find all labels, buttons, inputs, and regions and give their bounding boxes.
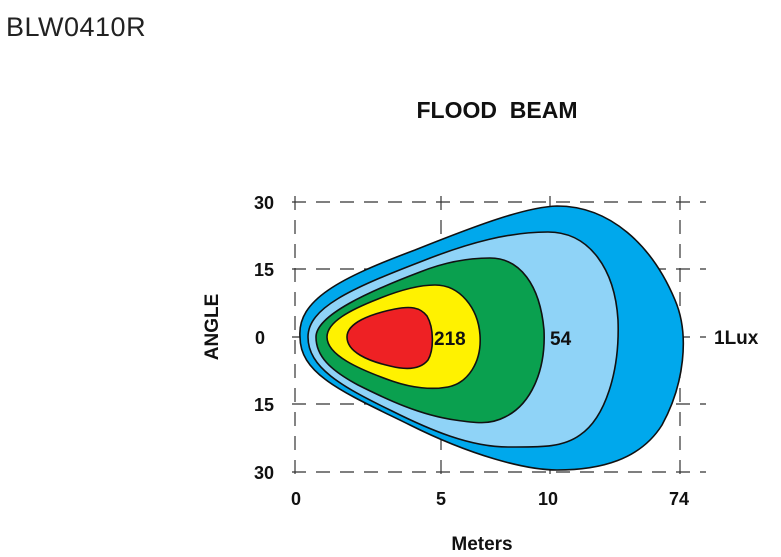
y-tick-0: 0 bbox=[255, 328, 265, 348]
x-tick-74: 74 bbox=[669, 489, 689, 509]
x-tick-0: 0 bbox=[291, 489, 301, 509]
beam-contours bbox=[299, 205, 684, 471]
contour-218 bbox=[346, 306, 434, 370]
x-tick-5: 5 bbox=[436, 489, 446, 509]
y-tick-30-bottom: 30 bbox=[254, 463, 274, 483]
x-axis-label: Meters bbox=[451, 534, 512, 555]
y-axis-label: ANGLE bbox=[202, 294, 223, 361]
chart-title: FLOOD BEAM bbox=[417, 97, 578, 123]
y-tick-30-top: 30 bbox=[254, 193, 274, 213]
contour-label-218: 218 bbox=[434, 329, 466, 350]
y-tick-15-top: 15 bbox=[254, 260, 274, 280]
model-title: BLW0410R bbox=[6, 12, 147, 42]
contour-label-54: 54 bbox=[550, 329, 572, 350]
y-tick-15-bottom: 15 bbox=[254, 395, 274, 415]
contour-label-1lux: 1Lux bbox=[714, 328, 759, 349]
x-tick-10: 10 bbox=[538, 489, 558, 509]
